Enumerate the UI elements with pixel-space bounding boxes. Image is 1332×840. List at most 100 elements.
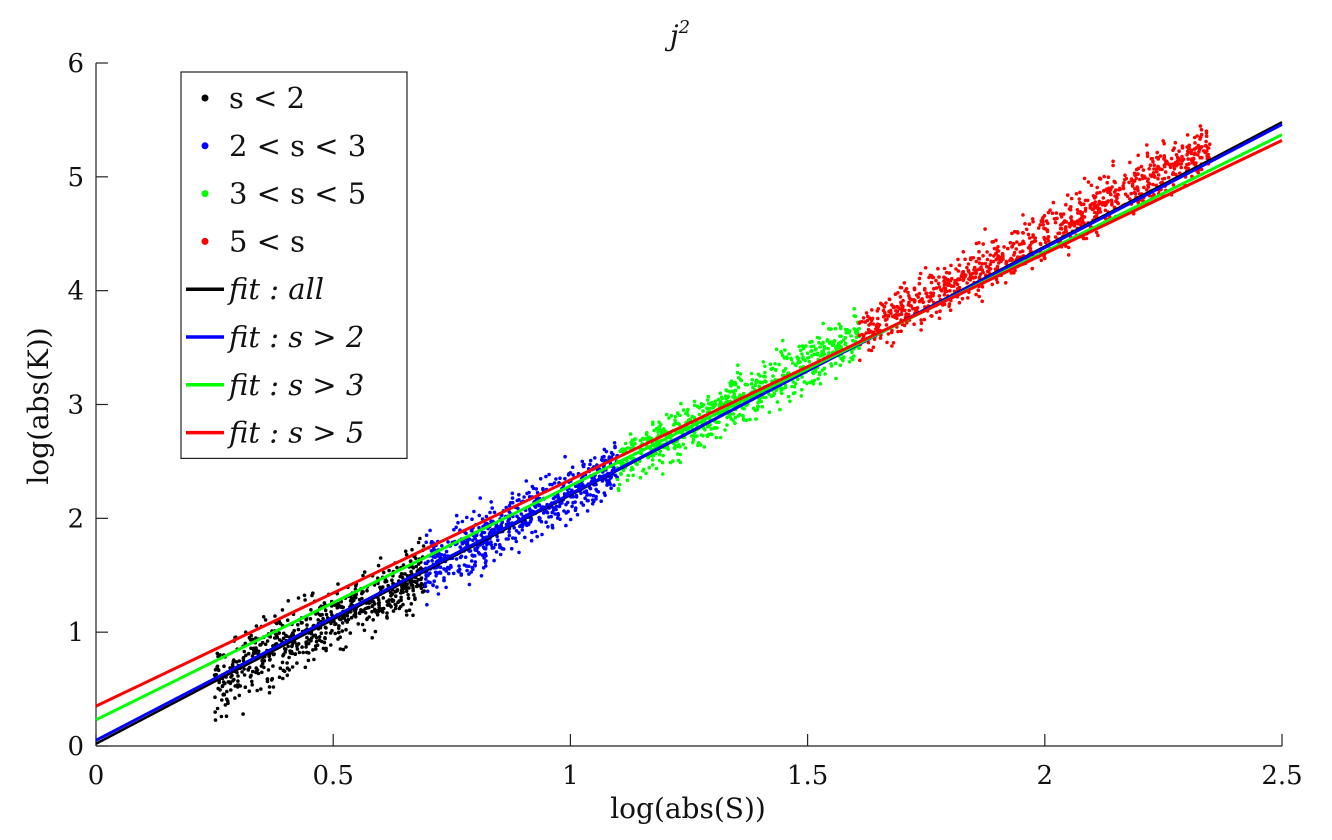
- scatter-point: [216, 667, 220, 672]
- scatter-point: [1112, 190, 1117, 194]
- scatter-point: [744, 418, 749, 423]
- scatter-point: [1081, 236, 1086, 241]
- scatter-point: [1084, 236, 1089, 241]
- scatter-point: [565, 500, 570, 505]
- scatter-point: [628, 432, 633, 436]
- scatter-point: [665, 412, 669, 417]
- scatter-point: [1038, 223, 1042, 227]
- scatter-point: [839, 345, 843, 349]
- scatter-point: [833, 326, 838, 331]
- scatter-point: [267, 653, 272, 658]
- scatter-point: [1175, 155, 1180, 160]
- scatter-point: [1129, 191, 1133, 196]
- scatter-point: [1050, 211, 1055, 216]
- scatter-point: [645, 436, 650, 441]
- legend-label: 2 < s < 3: [229, 129, 366, 163]
- scatter-point: [322, 640, 327, 645]
- scatter-point: [573, 484, 578, 489]
- scatter-point: [1199, 127, 1204, 132]
- scatter-point: [308, 617, 313, 621]
- scatter-point: [452, 527, 456, 532]
- scatter-point: [1080, 221, 1084, 225]
- scatter-point: [319, 631, 324, 635]
- scatter-point: [769, 394, 774, 399]
- x-tick-label: 2.5: [1261, 761, 1302, 791]
- scatter-point: [1053, 235, 1058, 239]
- scatter-point: [715, 426, 719, 430]
- scatter-point: [934, 310, 939, 315]
- scatter-point: [686, 413, 690, 417]
- scatter-point: [821, 321, 825, 326]
- scatter-point: [1093, 210, 1097, 215]
- scatter-point: [771, 374, 775, 378]
- scatter-point: [796, 356, 801, 361]
- scatter-point: [242, 673, 247, 677]
- scatter-point: [599, 499, 603, 504]
- scatter-point: [573, 500, 577, 504]
- scatter-point: [719, 395, 724, 400]
- scatter-point: [479, 574, 484, 578]
- scatter-point: [287, 655, 291, 660]
- scatter-point: [818, 345, 822, 349]
- scatter-point: [1136, 172, 1140, 176]
- scatter-point: [570, 504, 574, 509]
- scatter-point: [509, 546, 514, 551]
- scatter-point: [780, 353, 785, 358]
- scatter-point: [337, 624, 341, 628]
- scatter-point: [317, 612, 322, 617]
- scatter-point: [349, 615, 354, 620]
- scatter-point: [1111, 163, 1115, 168]
- scatter-point: [809, 349, 814, 353]
- scatter-point: [267, 685, 272, 689]
- scatter-point: [965, 265, 969, 270]
- scatter-point: [950, 276, 954, 281]
- scatter-series-1: [423, 441, 620, 607]
- legend-marker: [201, 142, 209, 150]
- scatter-point: [811, 344, 816, 349]
- scatter-point: [867, 323, 871, 327]
- scatter-point: [454, 525, 459, 530]
- scatter-point: [1021, 230, 1025, 235]
- scatter-point: [266, 668, 271, 672]
- scatter-point: [346, 617, 351, 622]
- scatter-point: [831, 342, 836, 346]
- scatter-point: [1165, 159, 1169, 164]
- scatter-point: [1043, 227, 1048, 231]
- scatter-point: [1068, 224, 1072, 229]
- scatter-point: [1130, 184, 1135, 188]
- scatter-point: [718, 402, 722, 407]
- scatter-point: [974, 292, 978, 297]
- scatter-point: [385, 611, 389, 615]
- scatter-point: [685, 409, 689, 414]
- scatter-point: [305, 650, 309, 655]
- scatter-point: [315, 643, 320, 647]
- scatter-point: [943, 289, 947, 294]
- scatter-point: [243, 685, 248, 689]
- scatter-point: [954, 267, 958, 271]
- scatter-point: [1155, 150, 1159, 155]
- scatter-point: [1146, 179, 1150, 184]
- scatter-point: [852, 354, 856, 358]
- scatter-point: [1072, 224, 1077, 228]
- scatter-point: [1031, 219, 1035, 224]
- scatter-point: [296, 627, 301, 632]
- scatter-point: [996, 249, 1001, 253]
- scatter-point: [822, 352, 826, 357]
- scatter-point: [1110, 201, 1114, 205]
- scatter-point: [506, 537, 511, 541]
- scatter-point: [579, 501, 584, 505]
- scatter-point: [973, 275, 978, 280]
- scatter-point: [1157, 166, 1161, 170]
- scatter-point: [706, 394, 711, 399]
- scatter-point: [582, 490, 587, 494]
- scatter-point: [364, 606, 368, 611]
- scatter-point: [300, 620, 304, 625]
- scatter-point: [482, 556, 486, 560]
- scatter-point: [851, 338, 855, 343]
- scatter-point: [1168, 162, 1173, 167]
- scatter-point: [942, 286, 946, 290]
- scatter-point: [697, 412, 702, 417]
- x-tick-label: 1.5: [787, 761, 828, 791]
- scatter-point: [814, 369, 818, 374]
- scatter-point: [783, 383, 788, 388]
